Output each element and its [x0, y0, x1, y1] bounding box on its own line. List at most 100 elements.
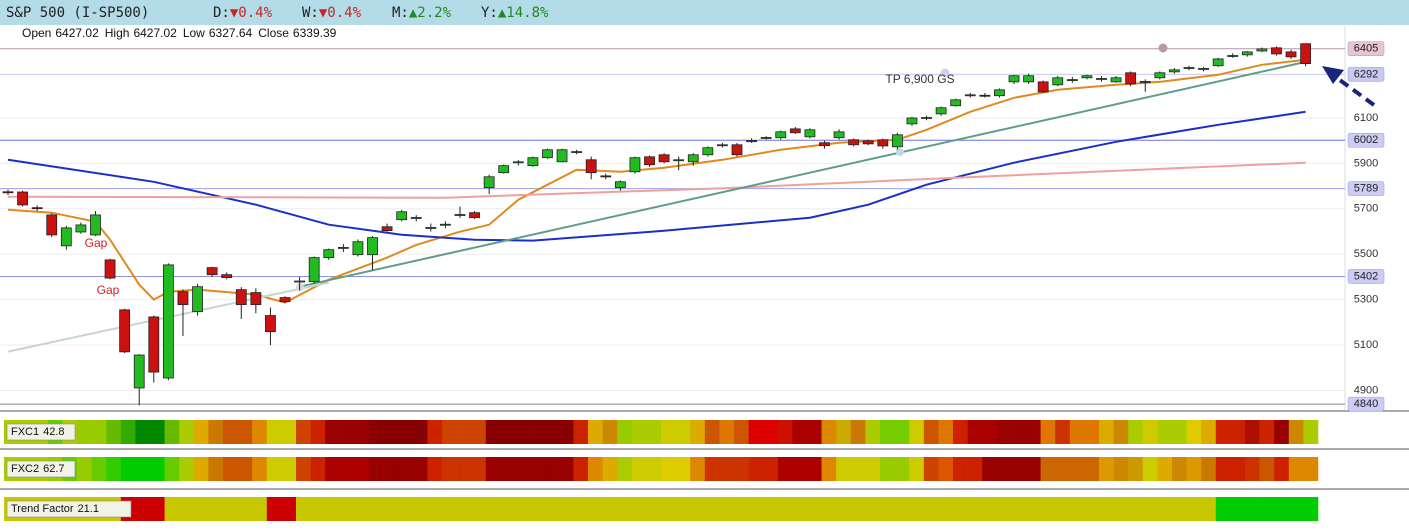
heat-cell	[442, 420, 457, 444]
heat-cell	[296, 457, 311, 481]
heat-cell	[953, 457, 968, 481]
heat-cell	[734, 497, 749, 521]
heat-cell	[675, 457, 691, 481]
heat-cell	[442, 497, 457, 521]
indicator-label: Trend Factor 21.1	[11, 503, 99, 515]
candle-body	[877, 139, 889, 147]
heat-cell	[923, 497, 939, 521]
heat-cell	[748, 497, 764, 521]
heat-cell	[310, 497, 326, 521]
heat-cell	[398, 457, 414, 481]
heat-cell	[237, 457, 253, 481]
heat-cell	[588, 457, 603, 481]
heat-cell	[1201, 497, 1217, 521]
heat-cell	[529, 497, 545, 521]
heat-cell	[836, 497, 852, 521]
candle-body	[410, 217, 422, 219]
heat-cell	[500, 497, 516, 521]
heat-cell	[967, 457, 983, 481]
candle-body	[2, 191, 14, 194]
heat-cell	[1084, 420, 1100, 444]
heat-cell	[602, 457, 618, 481]
heat-cell	[631, 420, 647, 444]
readout-value: 6427.02	[133, 26, 177, 40]
heat-cell	[909, 457, 925, 481]
candle-body	[323, 249, 335, 259]
heat-cell	[704, 457, 720, 481]
heat-cell	[923, 457, 939, 481]
candle-body	[17, 191, 28, 206]
heat-cell	[1099, 457, 1114, 481]
heat-cell	[1026, 420, 1041, 444]
heat-cell	[339, 420, 355, 444]
candle-body	[614, 181, 626, 189]
level-label: 6405	[1354, 43, 1378, 55]
heat-cell	[1040, 497, 1056, 521]
heat-cell	[179, 420, 195, 444]
heat-cell	[573, 457, 589, 481]
heat-cell	[515, 497, 530, 521]
y-tick-label: 5500	[1354, 248, 1378, 260]
heat-cell	[296, 497, 311, 521]
heat-cell	[1245, 497, 1260, 521]
heat-cell	[1069, 420, 1085, 444]
heat-cell	[792, 497, 808, 521]
candle-body	[1271, 47, 1282, 55]
performance-period: D:	[213, 5, 230, 21]
heat-cell	[1230, 457, 1246, 481]
heat-cell	[953, 420, 968, 444]
heat-cell	[1128, 497, 1144, 521]
heat-cell	[1172, 457, 1187, 481]
level-label-box	[1347, 181, 1385, 196]
heat-cell	[836, 457, 852, 481]
heat-cell	[661, 457, 676, 481]
heat-cell	[193, 420, 209, 444]
candle-body	[1169, 69, 1180, 73]
heat-cell	[1274, 420, 1290, 444]
heat-cell	[252, 457, 268, 481]
heat-cell	[573, 497, 589, 521]
plot-background	[0, 25, 1409, 410]
heat-cell	[1274, 497, 1290, 521]
heat-cell	[412, 420, 428, 444]
readout-label: Low	[183, 26, 205, 40]
heat-cell	[734, 420, 749, 444]
indicator-name: FXC1	[11, 426, 39, 438]
heat-cell	[383, 420, 399, 444]
overlay-line	[7, 161, 1306, 199]
heat-cell	[398, 497, 414, 521]
level-label-box	[1347, 269, 1385, 284]
candle-body	[1096, 78, 1107, 80]
heat-cell	[1026, 497, 1041, 521]
heat-cell	[164, 420, 180, 444]
heat-cell	[208, 457, 224, 481]
heat-cell	[1288, 420, 1304, 444]
heat-cell	[1142, 497, 1158, 521]
heat-cell	[456, 420, 472, 444]
candle-body	[1110, 77, 1122, 83]
heat-cell	[135, 497, 151, 521]
heat-cell	[354, 457, 370, 481]
heat-cell	[500, 420, 516, 444]
heat-cell	[1026, 457, 1041, 481]
y-tick-label: 4900	[1354, 384, 1378, 396]
candle-body	[673, 159, 685, 162]
candle-body	[512, 161, 524, 164]
heat-cell	[135, 420, 151, 444]
candle-body	[848, 139, 860, 146]
candle-body	[1008, 75, 1020, 83]
heat-cell	[748, 457, 764, 481]
drawing-handle	[940, 68, 950, 78]
heat-cell	[1113, 497, 1129, 521]
heat-cell	[690, 457, 706, 481]
performance-change: ▲2.2%	[409, 5, 452, 21]
candle-body	[119, 309, 131, 353]
annotation: Gap	[97, 283, 120, 297]
candle-body	[702, 147, 714, 156]
heat-cell	[748, 420, 764, 444]
heat-cell	[777, 497, 793, 521]
heat-cell	[120, 457, 136, 481]
candle-body	[1300, 43, 1312, 65]
indicator-label: FXC1 42.8	[11, 426, 65, 438]
heat-cell	[734, 457, 749, 481]
